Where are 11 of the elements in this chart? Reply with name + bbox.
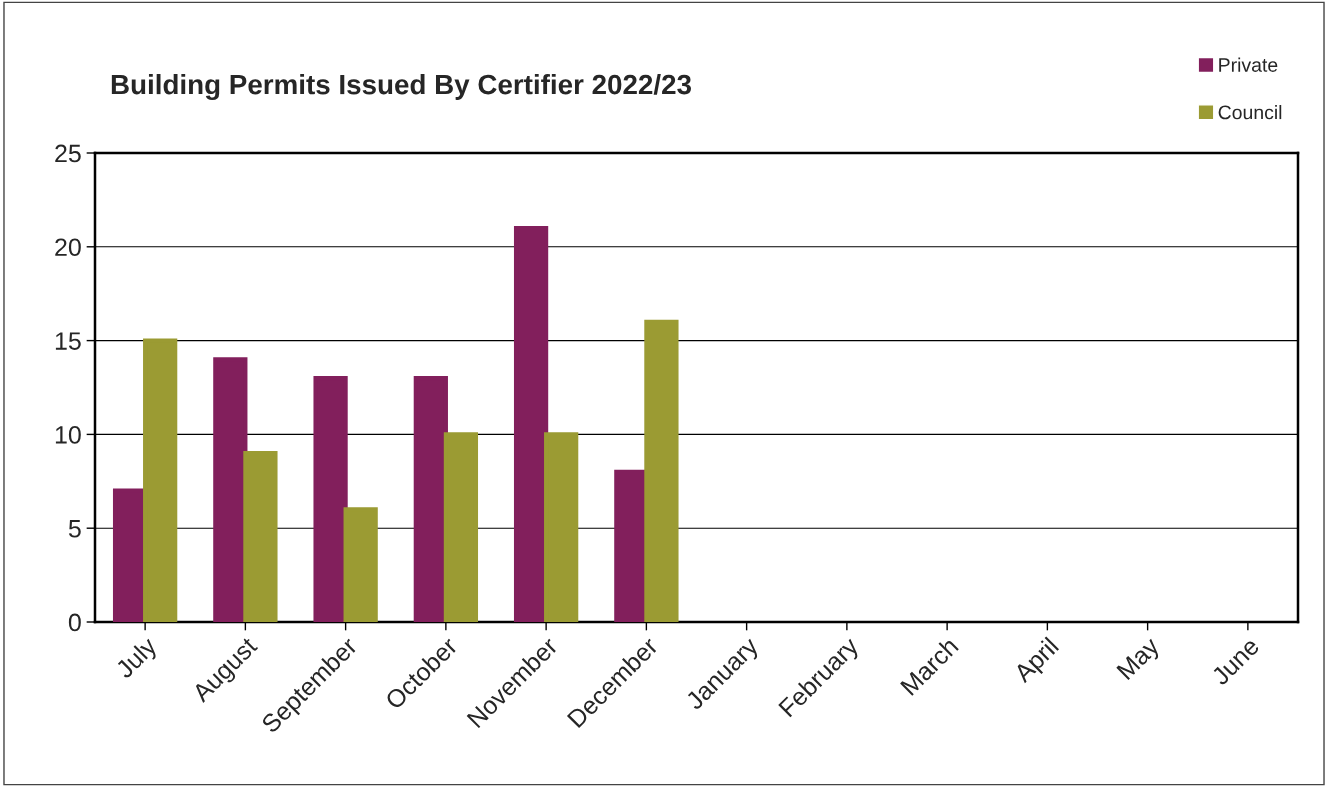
chart-title: Building Permits Issued By Certifier 2022/23	[111, 73, 691, 101]
x-tick-label: July	[113, 635, 162, 683]
x-tick-label: May	[1116, 635, 1165, 684]
legend-label: Private	[1219, 57, 1278, 72]
y-tick-label: 20	[55, 238, 81, 257]
legend-label: Council	[1218, 105, 1282, 120]
y-tick-label: 15	[55, 332, 81, 350]
y-tick-label: 5	[68, 520, 81, 538]
y-tick-label: 25	[55, 144, 81, 163]
y-tick-label: 0	[68, 613, 81, 632]
y-tick-label: 10	[55, 426, 81, 444]
